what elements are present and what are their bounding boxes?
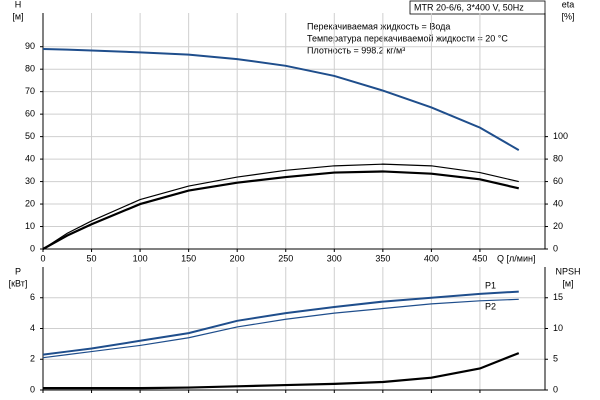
chart-title: MTR 20-6/6, 3*400 V, 50Hz: [414, 2, 524, 12]
series-line: [42, 47, 520, 151]
y-tick-label: 4: [30, 323, 35, 333]
y-tick-label: 60: [25, 109, 35, 119]
y-tick-label: 0: [30, 243, 35, 253]
x-tick-label: 0: [40, 253, 45, 263]
y2-tick-label: 5: [553, 354, 558, 364]
title-box: [409, 0, 546, 15]
y-tick-label: 90: [25, 41, 35, 51]
y2-tick-label: 0: [553, 243, 558, 253]
y-tick-label: 0: [30, 384, 35, 394]
y-axis-label: H: [15, 0, 22, 9]
y-tick-label: 30: [25, 176, 35, 186]
y2-tick-label: 15: [553, 292, 563, 302]
x-tick-label: 100: [133, 253, 148, 263]
annotation: Перекачиваемая жидкость = Вода: [307, 21, 450, 31]
y2-tick-label: 0: [553, 384, 558, 394]
y-tick-label: 2: [30, 354, 35, 364]
series-line: [43, 352, 520, 390]
x-tick-label: 450: [472, 253, 487, 263]
annotation: Плотность = 998.2 кг/м³: [307, 45, 405, 55]
y-tick-label: 50: [25, 131, 35, 141]
y-tick-label: 10: [25, 221, 35, 231]
y2-axis-label: NPSH: [555, 266, 580, 276]
x-tick-label: 200: [230, 253, 245, 263]
y-tick-label: 6: [30, 292, 35, 302]
y2-tick-label: 40: [553, 198, 563, 208]
y2-tick-label: 20: [553, 221, 563, 231]
x-tick-label: 250: [278, 253, 293, 263]
series-line: [42, 163, 519, 250]
y2-tick-label: 100: [553, 131, 568, 141]
x-tick-label: 300: [327, 253, 342, 263]
y2-axis-label: eta: [562, 0, 575, 9]
y-axis-label: P: [15, 266, 21, 276]
legend-label: P2: [485, 301, 496, 311]
y2-tick-label: 10: [553, 323, 563, 333]
series-line: [42, 298, 519, 359]
y2-axis-unit: [%]: [561, 11, 574, 21]
y-axis-unit: [кВт]: [9, 278, 28, 288]
series-line: [42, 170, 520, 250]
y-tick-label: 20: [25, 198, 35, 208]
x-tick-label: 350: [375, 253, 390, 263]
x-axis-label: Q [л/мин]: [497, 253, 535, 263]
y-tick-label: 70: [25, 86, 35, 96]
y-tick-label: 40: [25, 153, 35, 163]
y-axis-unit: [м]: [12, 11, 23, 21]
x-tick-label: 150: [181, 253, 196, 263]
annotation: Температура перекачиваемой жидкости = 20…: [307, 33, 508, 43]
y2-tick-label: 60: [553, 176, 563, 186]
y2-axis-unit: [м]: [562, 278, 573, 288]
series-line: [42, 290, 519, 356]
x-tick-label: 50: [87, 253, 97, 263]
y-tick-label: 80: [25, 64, 35, 74]
x-tick-label: 400: [424, 253, 439, 263]
legend-label: P1: [485, 280, 496, 290]
y2-tick-label: 80: [553, 153, 563, 163]
